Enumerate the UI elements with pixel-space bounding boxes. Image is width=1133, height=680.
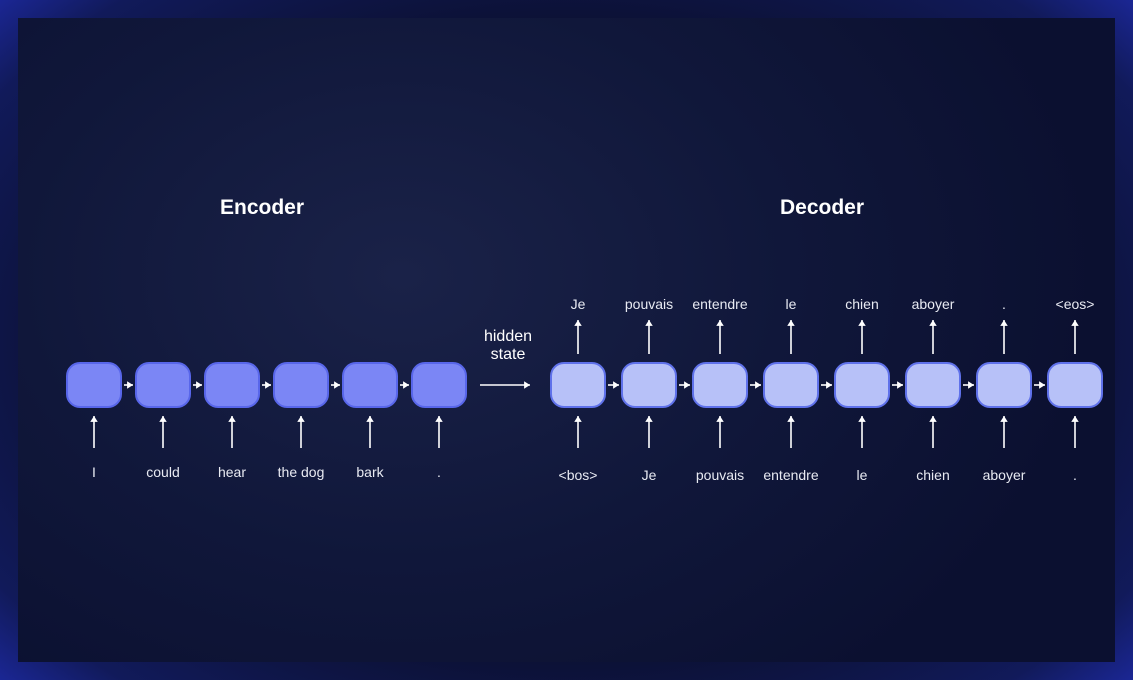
decoder-input-label: Je [642,467,657,483]
encoder-node [66,362,122,408]
encoder-input-label: could [146,464,179,480]
encoder-input-label: hear [218,464,246,480]
decoder-node [905,362,961,408]
encoder-title: Encoder [220,196,304,220]
arrows-layer [18,18,1115,662]
decoder-node [621,362,677,408]
decoder-node [692,362,748,408]
decoder-node [1047,362,1103,408]
decoder-input-label: le [857,467,868,483]
diagram-stage: Encoder Decoder hiddenstate Icould hear th… [18,18,1115,662]
decoder-node [976,362,1032,408]
encoder-input-label: the dog [278,464,325,480]
decoder-input-label: pouvais [696,467,744,483]
decoder-input-label: <bos> [559,467,598,483]
decoder-node [550,362,606,408]
decoder-output-label: Je [571,296,586,312]
decoder-title: Decoder [780,196,864,220]
encoder-node [411,362,467,408]
decoder-output-label: entendre [692,296,747,312]
encoder-input-label: . [437,464,441,480]
encoder-node [135,362,191,408]
decoder-node [834,362,890,408]
encoder-node [342,362,398,408]
decoder-input-label: aboyer [983,467,1026,483]
decoder-output-label: . [1002,296,1006,312]
encoder-input-label: bark [356,464,383,480]
diagram-panel: Encoder Decoder hiddenstate Icould hear th… [18,18,1115,662]
encoder-input-label: I [92,464,96,480]
decoder-output-label: aboyer [912,296,955,312]
decoder-input-label: entendre [763,467,818,483]
encoder-node [273,362,329,408]
decoder-input-label: . [1073,467,1077,483]
decoder-node [763,362,819,408]
decoder-output-label: chien [845,296,878,312]
decoder-output-label: pouvais [625,296,673,312]
encoder-node [204,362,260,408]
decoder-output-label: <eos> [1056,296,1095,312]
decoder-output-label: le [786,296,797,312]
decoder-input-label: chien [916,467,949,483]
hidden-state-label: hiddenstate [484,328,532,364]
